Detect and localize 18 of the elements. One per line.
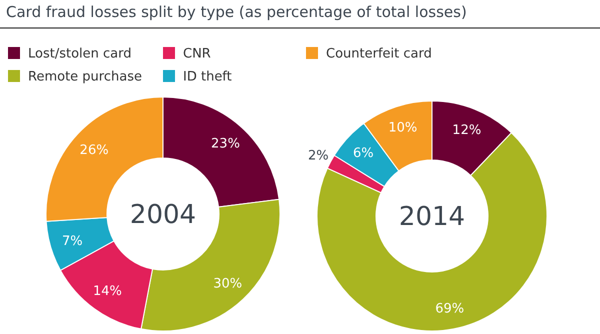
data-label: 26% — [80, 142, 109, 158]
text: 2014 — [398, 202, 466, 232]
data-label: 14% — [93, 284, 122, 299]
data-label: 30% — [213, 276, 242, 292]
legend-label: Lost/stolen card — [28, 46, 132, 62]
legend-label: Counterfeit card — [326, 46, 432, 62]
data-label: 69% — [435, 301, 464, 316]
data-label: 12% — [452, 122, 482, 138]
data-label: 23% — [211, 136, 240, 152]
legend-label: CNR — [183, 46, 211, 62]
data-label: 10% — [388, 120, 418, 136]
chart-title: Card fraud losses split by type (as percentage of total losses) — [6, 3, 467, 21]
text: 2004 — [130, 200, 196, 230]
data-label: 6% — [353, 146, 374, 162]
legend-label: Remote purchase — [28, 70, 142, 85]
legend-label: ID theft — [183, 70, 232, 85]
data-label: 7% — [62, 234, 83, 249]
data-label: 2% — [308, 148, 329, 164]
